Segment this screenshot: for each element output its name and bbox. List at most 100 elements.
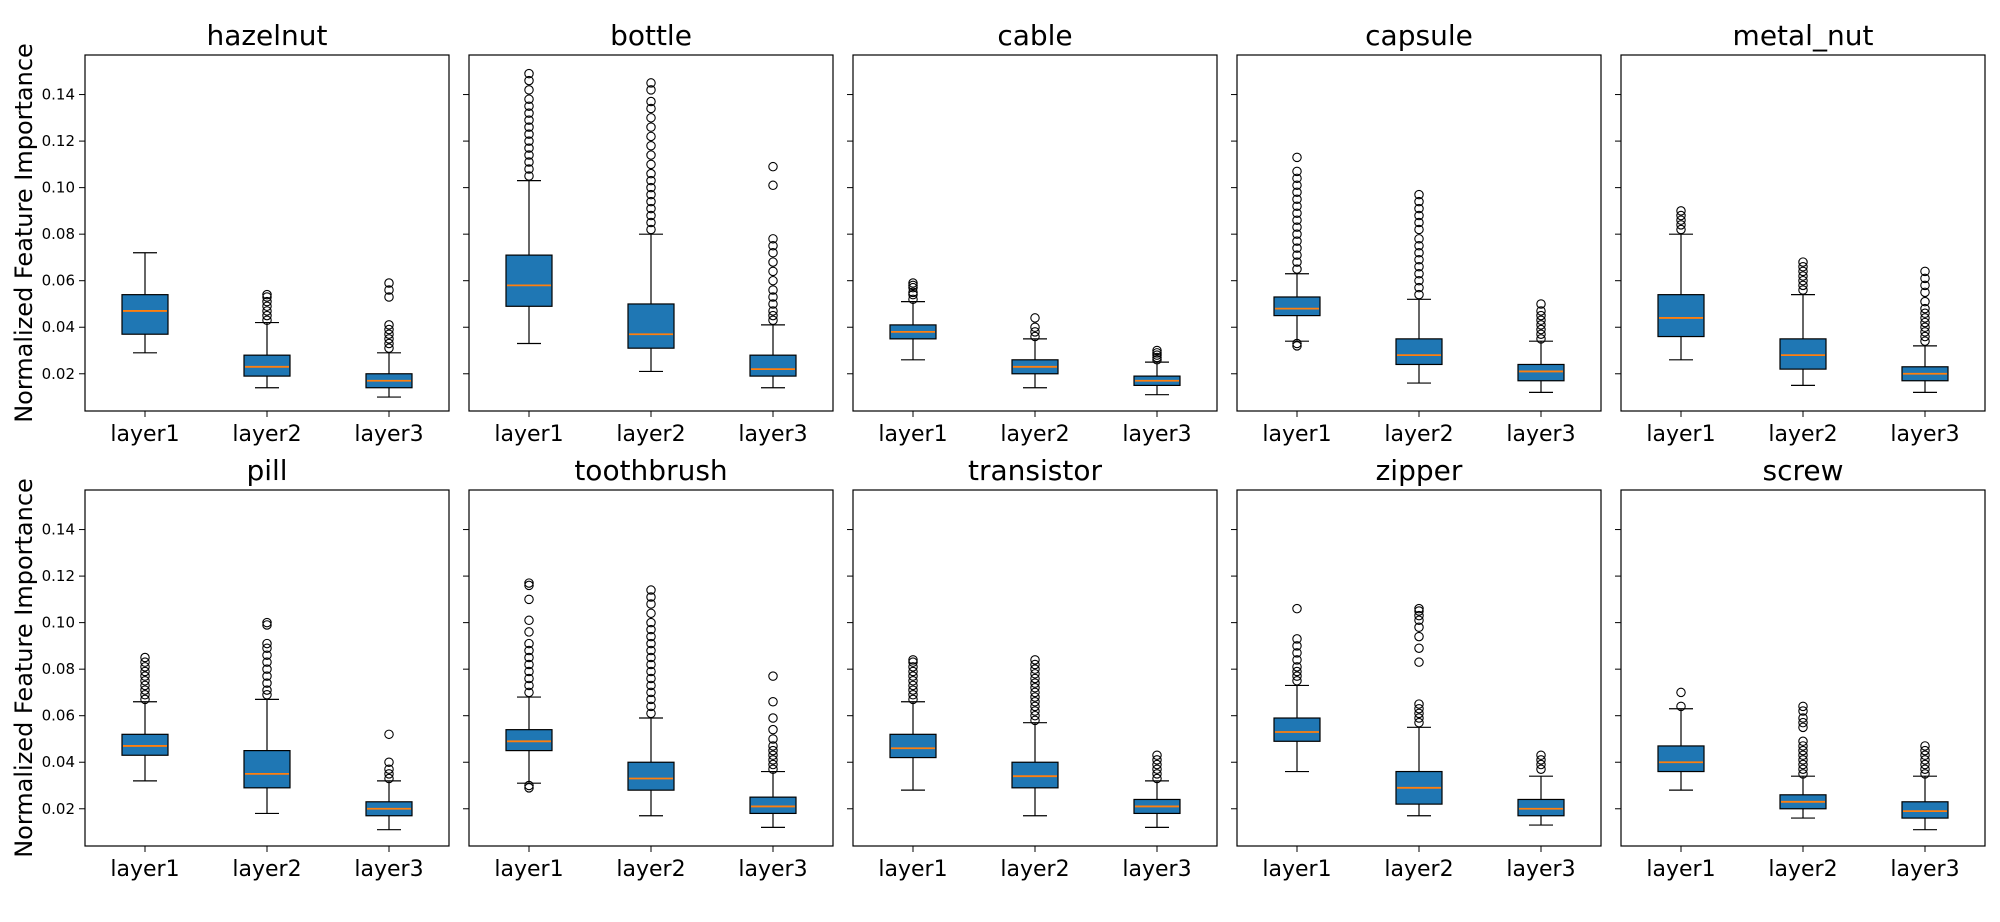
outlier-point bbox=[646, 103, 656, 114]
outlier-point bbox=[1920, 266, 1930, 277]
outlier-point bbox=[140, 694, 150, 705]
subplot-toothbrush: toothbrush layer1 layer2 layer3 bbox=[463, 454, 834, 882]
box-layer2 bbox=[1011, 313, 1059, 389]
outlier-point bbox=[1292, 236, 1302, 246]
outlier-point bbox=[1414, 261, 1424, 272]
outlier-point bbox=[1292, 264, 1302, 274]
subplot-transistor: transistor layer1 layer2 layer3 bbox=[847, 454, 1218, 882]
outlier-point bbox=[646, 217, 656, 228]
outlier-point bbox=[1292, 341, 1302, 351]
box-layer3 bbox=[365, 729, 413, 831]
outlier-point bbox=[1414, 606, 1424, 616]
outlier-point bbox=[524, 594, 534, 605]
outlier-point bbox=[646, 131, 656, 142]
outlier-point bbox=[140, 685, 150, 695]
outlier-point bbox=[1292, 250, 1302, 260]
xtick-label: layer3 bbox=[1506, 857, 1575, 882]
box-iqr bbox=[505, 729, 553, 752]
outlier-point bbox=[524, 673, 534, 684]
outlier-point bbox=[1798, 764, 1808, 774]
outlier-point bbox=[646, 175, 656, 186]
outlier-point bbox=[1152, 348, 1162, 358]
outlier-point bbox=[524, 136, 534, 146]
outlier-point bbox=[646, 122, 656, 132]
outlier-point bbox=[646, 694, 656, 705]
outlier-point bbox=[1798, 741, 1808, 751]
ytick-label: 0.08 bbox=[42, 225, 75, 243]
outlier-point bbox=[768, 750, 778, 761]
xtick-label: layer3 bbox=[738, 422, 807, 447]
outlier-point bbox=[1292, 662, 1302, 672]
outlier-point bbox=[524, 157, 534, 167]
outlier-point bbox=[646, 624, 656, 635]
box-layer2 bbox=[243, 617, 291, 815]
outlier-point bbox=[1536, 764, 1546, 774]
outlier-point bbox=[908, 655, 918, 665]
box-layer3 bbox=[1133, 345, 1181, 396]
outlier-point bbox=[524, 108, 534, 118]
outlier-point bbox=[908, 287, 918, 298]
outlier-point bbox=[1798, 759, 1808, 770]
box-layer2 bbox=[243, 289, 291, 389]
ytick-label: 0.10 bbox=[42, 179, 75, 197]
outlier-point bbox=[768, 696, 778, 707]
box-layer2 bbox=[1395, 603, 1443, 817]
outlier-point bbox=[646, 673, 656, 684]
box-layer3 bbox=[1517, 750, 1565, 826]
outlier-point bbox=[646, 150, 656, 160]
outlier-point bbox=[384, 320, 394, 330]
outlier-point bbox=[1292, 671, 1302, 681]
outlier-point bbox=[1030, 692, 1040, 702]
outlier-point bbox=[524, 783, 534, 793]
xtick-label: layer3 bbox=[354, 422, 423, 447]
ytick-label: 0.06 bbox=[42, 272, 75, 290]
box-layer1 bbox=[121, 652, 169, 782]
box-layer2 bbox=[1395, 189, 1443, 384]
box-iqr bbox=[1273, 296, 1321, 317]
outlier-point bbox=[384, 769, 394, 779]
outlier-point bbox=[1292, 634, 1302, 644]
outlier-point bbox=[768, 671, 778, 681]
xtick-label: layer1 bbox=[878, 422, 947, 447]
outlier-point bbox=[768, 306, 778, 316]
axes-frame bbox=[84, 54, 450, 412]
outlier-point bbox=[1414, 189, 1424, 200]
outlier-point bbox=[646, 78, 656, 88]
outlier-point bbox=[1920, 750, 1930, 761]
outlier-point bbox=[384, 764, 394, 774]
outlier-point bbox=[1536, 759, 1546, 770]
subplot-pill: pill 0.02 0.04 0.06 0.08 0.10 0.12 0.14 layer1 la… bbox=[42, 454, 450, 882]
outlier-point bbox=[1414, 699, 1424, 709]
outlier-point bbox=[524, 171, 534, 181]
xtick-label: layer1 bbox=[110, 857, 179, 882]
outlier-point bbox=[1920, 317, 1930, 328]
outlier-point bbox=[646, 96, 656, 107]
box-layer3 bbox=[1517, 299, 1565, 393]
outlier-point bbox=[524, 645, 534, 656]
outlier-point bbox=[262, 315, 272, 326]
xtick-label: layer2 bbox=[1000, 422, 1069, 447]
outlier-point bbox=[908, 690, 918, 700]
subplot-capsule: capsule layer1 layer2 layer3 bbox=[1231, 19, 1602, 447]
outlier-point bbox=[1798, 745, 1808, 756]
outlier-point bbox=[1414, 224, 1424, 235]
box-layer3 bbox=[1901, 741, 1949, 831]
outlier-point bbox=[768, 292, 778, 302]
outlier-point bbox=[262, 650, 272, 660]
outlier-point bbox=[1414, 268, 1424, 279]
box-layer2 bbox=[627, 78, 675, 373]
outlier-point bbox=[1030, 701, 1040, 712]
subplot-metal-nut: metal_nut layer1 layer2 layer3 bbox=[1615, 19, 1986, 447]
outlier-point bbox=[908, 278, 918, 288]
outlier-point bbox=[1798, 736, 1808, 747]
outlier-point bbox=[1292, 229, 1302, 239]
xtick-label: layer3 bbox=[1122, 422, 1191, 447]
xtick-label: layer1 bbox=[878, 857, 947, 882]
outlier-point bbox=[646, 708, 656, 719]
outlier-point bbox=[768, 755, 778, 765]
outlier-point bbox=[908, 685, 918, 695]
ytick-label: 0.06 bbox=[42, 707, 75, 725]
xtick-label: layer3 bbox=[1890, 857, 1959, 882]
outlier-point bbox=[262, 292, 272, 302]
box-iqr bbox=[243, 750, 291, 789]
